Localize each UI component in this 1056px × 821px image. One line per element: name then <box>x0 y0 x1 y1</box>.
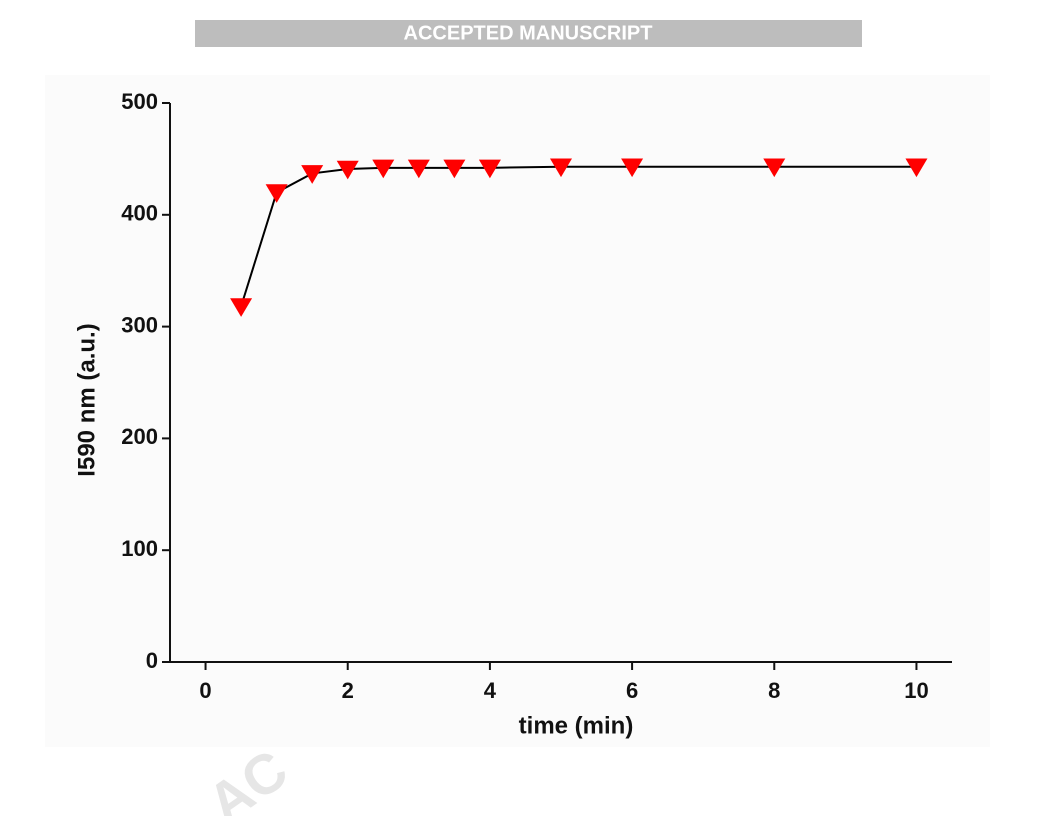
data-line <box>240 165 917 307</box>
y-tick-label: 400 <box>121 201 158 226</box>
marker <box>443 159 466 179</box>
marker <box>301 165 324 184</box>
x-tick-label: 4 <box>484 678 497 703</box>
marker <box>550 158 572 178</box>
watermark: AC <box>196 737 298 816</box>
x-axis-label: time (min) <box>519 712 634 739</box>
y-tick-label: 100 <box>121 536 158 561</box>
x-tick-label: 6 <box>626 678 638 703</box>
y-tick-label: 300 <box>121 312 158 337</box>
x-tick-label: 2 <box>342 678 354 703</box>
marker <box>336 160 359 180</box>
marker <box>478 159 501 179</box>
x-tick-label: 10 <box>904 678 928 703</box>
marker <box>763 158 786 178</box>
marker <box>905 158 928 178</box>
marker <box>407 159 430 179</box>
y-tick-label: 200 <box>121 424 158 449</box>
marker <box>372 159 395 179</box>
y-axis-label: I590 nm (a.u.) <box>73 323 100 476</box>
x-tick-label: 0 <box>199 678 211 703</box>
x-tick-label: 8 <box>768 678 780 703</box>
marker <box>621 158 644 178</box>
banner-bar <box>195 20 862 47</box>
plot-background <box>45 75 990 747</box>
banner: ACCEPTED MANUSCRIPT <box>404 22 653 44</box>
y-tick-label: 500 <box>121 89 158 114</box>
marker <box>265 184 288 203</box>
marker <box>230 298 253 317</box>
y-tick-label: 0 <box>146 648 158 673</box>
